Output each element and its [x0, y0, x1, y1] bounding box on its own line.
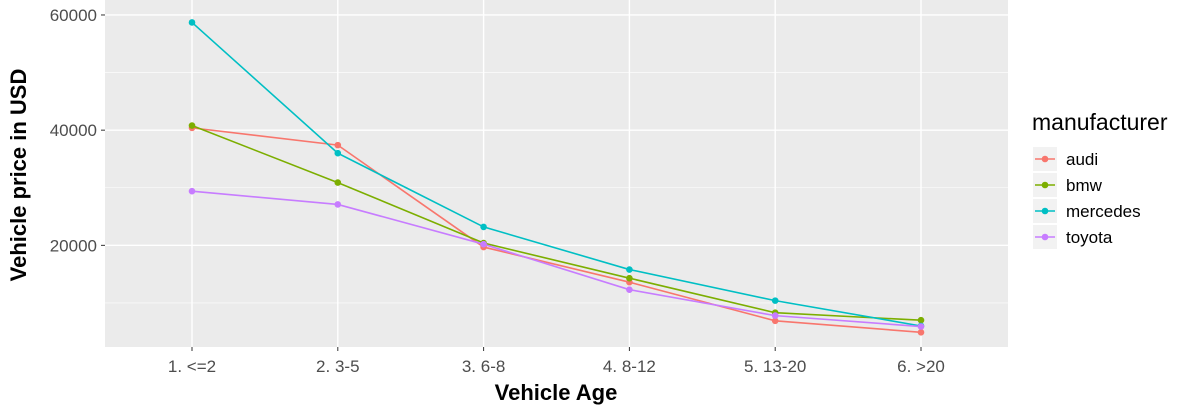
- legend-label-bmw: bmw: [1066, 176, 1103, 195]
- legend-key-point: [1041, 181, 1049, 189]
- data-point-toyota: [626, 286, 633, 293]
- legend: audi bmw mercedes toyota: [1033, 147, 1141, 249]
- legend-key-point: [1041, 155, 1049, 163]
- legend-key-point: [1041, 233, 1049, 241]
- data-point-mercedes: [188, 19, 196, 26]
- series-line-audi: [191, 127, 922, 334]
- series-line-bmw: [191, 124, 922, 322]
- plot-panel: [105, 0, 1008, 347]
- y-tick-label: 60000: [50, 6, 97, 25]
- x-tick-label: 5. 13-20: [744, 357, 806, 376]
- series-line-mercedes: [191, 21, 922, 327]
- data-point-toyota: [188, 187, 196, 195]
- data-point-mercedes: [626, 266, 633, 273]
- y-tick-label: 40000: [50, 121, 97, 140]
- data-point-toyota: [480, 240, 487, 248]
- x-tick-label: 3. 6-8: [462, 357, 505, 376]
- data-point-toyota: [771, 312, 779, 319]
- data-point-audi: [334, 141, 342, 149]
- data-point-mercedes: [771, 297, 779, 304]
- data-point-bmw: [917, 316, 925, 324]
- data-point-toyota: [334, 201, 342, 208]
- y-axis-title: Vehicle price in USD: [6, 69, 31, 282]
- data-point-bmw: [626, 274, 633, 282]
- legend-title: manufacturer: [1032, 109, 1168, 135]
- legend-label-toyota: toyota: [1066, 228, 1113, 247]
- x-tick-label: 4. 8-12: [603, 357, 656, 376]
- data-point-mercedes: [480, 223, 487, 231]
- data-point-toyota: [917, 323, 925, 330]
- data-point-audi: [771, 317, 779, 325]
- x-tick-label: 2. 3-5: [316, 357, 359, 376]
- legend-key-point: [1041, 207, 1049, 215]
- data-point-bmw: [188, 122, 196, 129]
- series-line-toyota: [191, 190, 922, 328]
- legend-label-mercedes: mercedes: [1066, 202, 1141, 221]
- x-tick-label: 1. <=2: [168, 357, 216, 376]
- data-point-mercedes: [334, 149, 342, 157]
- legend-label-audi: audi: [1066, 150, 1098, 169]
- x-tick-label: 6. >20: [897, 357, 945, 376]
- data-point-bmw: [334, 179, 342, 186]
- y-tick-label: 20000: [50, 236, 97, 255]
- data-point-audi: [917, 329, 925, 336]
- x-axis-title: Vehicle Age: [495, 380, 618, 405]
